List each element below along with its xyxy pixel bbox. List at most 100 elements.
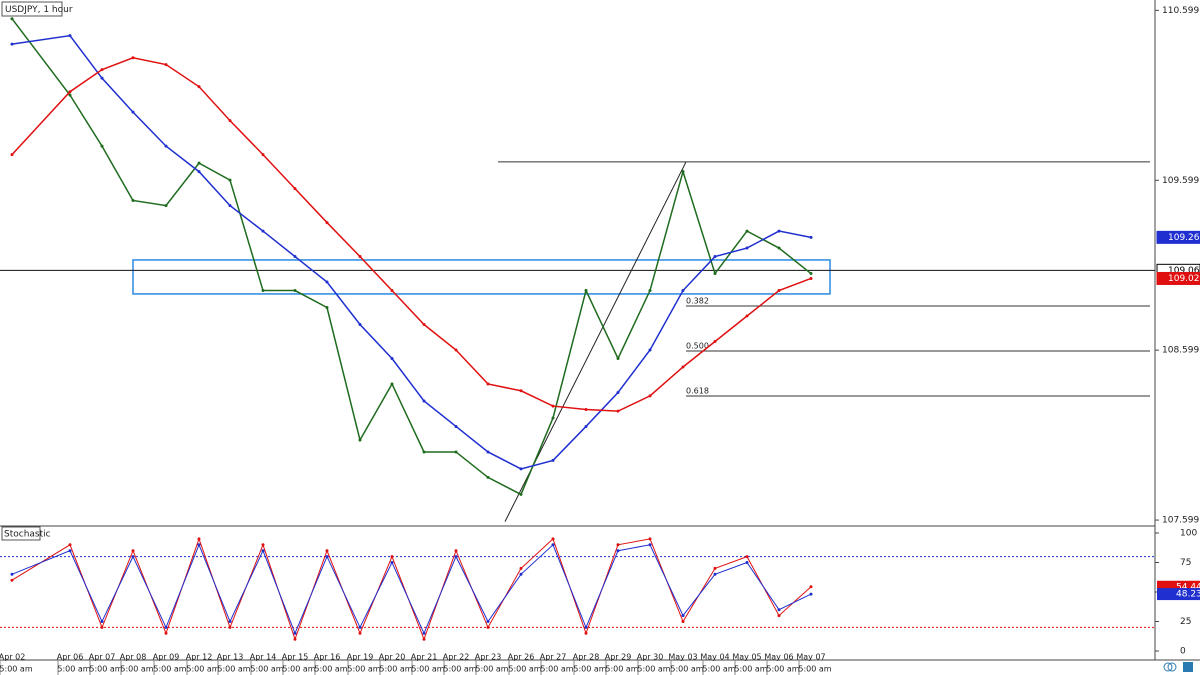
data-point [10,578,14,582]
data-point [551,404,555,408]
data-point [584,625,588,629]
icon [1167,662,1177,672]
x-time-label: 5:00 am [217,665,250,674]
data-point [325,280,329,284]
y-tick-label: 109.599 [1162,176,1199,186]
title-box [1,1,63,17]
data-point [486,475,490,479]
data-point [293,631,297,635]
data-point [164,625,168,629]
data-point [584,424,588,428]
price-badge [1156,230,1200,244]
x-time-label: 5:00 am [411,665,444,674]
data-point [519,389,523,393]
data-point [648,543,652,547]
data-point [358,438,362,442]
data-point [10,42,14,46]
stoch-badge [1157,588,1200,601]
data-point [422,323,426,327]
data-point [454,555,458,559]
data-point [519,467,523,471]
icon [1183,662,1193,672]
data-point [68,549,72,553]
data-point [648,537,652,541]
data-point [293,637,297,641]
data-point [745,314,749,318]
data-point [454,424,458,428]
y-tick-label: 107.599 [1162,516,1199,526]
data-point [131,56,135,60]
data-point [197,543,201,547]
data-point [809,272,813,276]
y-tick-label: 110.599 [1162,6,1199,16]
x-time-label: 5:00 am [637,665,670,674]
data-point [100,144,104,148]
x-tick-label: Apr 13 [217,653,244,662]
stoch-title: Stochastic [4,530,51,540]
data-point [584,289,588,293]
data-point [68,543,72,547]
data-point [261,549,265,553]
stoch-title-box [1,526,41,541]
data-point [293,187,297,191]
data-point [616,543,620,547]
data-point [745,561,749,564]
data-point [164,63,168,67]
data-point [261,153,265,157]
data-point [197,170,201,174]
data-point [777,229,781,233]
x-time-label: 5:00 am [508,665,541,674]
data-point [228,178,232,182]
x-tick-label: Apr 06 [57,653,84,662]
data-point [358,255,362,259]
data-point [745,555,749,559]
data-point [551,543,555,547]
data-point [197,85,201,89]
data-point [422,399,426,403]
x-tick-label: May 05 [732,653,761,662]
x-tick-label: Apr 07 [89,653,116,662]
x-tick-label: May 03 [668,653,697,662]
data-point [228,620,232,623]
data-point [584,407,588,411]
data-point [745,229,749,233]
y-tick-label: 0 [1180,647,1186,657]
data-point [616,409,620,413]
footer-icons [1163,662,1193,672]
price-badge-label: 109.069 [1168,266,1200,276]
y-tick-label: 25 [1180,617,1191,627]
x-time-label: 5:00 am [120,665,153,674]
data-point [681,365,685,369]
data-point [777,246,781,250]
data-point [100,68,104,72]
data-point [648,348,652,352]
data-point [616,356,620,360]
stoch-badge-label: 54.44 [1176,582,1200,592]
data-point [809,276,813,280]
x-time-label: 5:00 am [347,665,380,674]
data-point [551,416,555,420]
x-time-label: 5:00 am [766,665,799,674]
data-point [390,289,394,293]
data-point [325,549,329,553]
x-time-label: 5:00 am [475,665,508,674]
data-point [551,458,555,462]
price-badge-label: 109.021 [1168,274,1200,284]
data-point [68,34,72,38]
data-point [10,153,14,157]
data-point [325,555,329,559]
data-point [197,537,201,541]
fib-label: 0.618 [686,387,709,396]
x-tick-label: Apr 12 [186,653,213,662]
fib-label: 0.382 [686,296,709,305]
x-tick-label: Apr 28 [573,653,600,662]
x-time-label: 5:00 am [379,665,412,674]
x-time-label: 5:00 am [798,665,831,674]
data-point [164,631,168,635]
data-point [713,272,717,276]
x-time-label: 5:00 am [734,665,767,674]
data-point [390,561,394,564]
data-point [519,572,523,576]
data-point [745,246,749,250]
